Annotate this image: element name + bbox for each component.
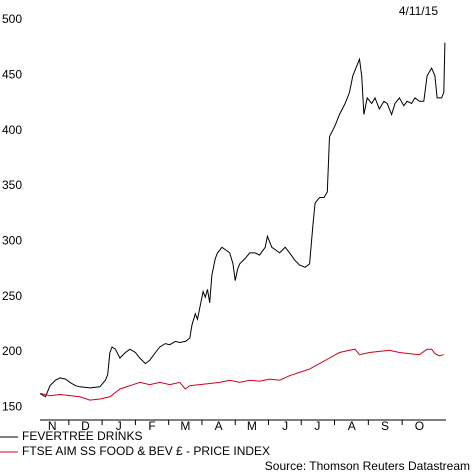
- chart-date: 4/11/15: [399, 4, 438, 18]
- y-tick-label: 500: [2, 12, 22, 26]
- x-tick-label: F: [148, 419, 155, 433]
- y-tick-label: 450: [2, 68, 22, 82]
- y-tick-label: 250: [2, 289, 22, 303]
- x-tick-label: S: [381, 419, 389, 433]
- x-tick-label: O: [415, 419, 424, 433]
- x-tick-label: J: [282, 419, 288, 433]
- y-tick-label: 400: [2, 123, 22, 137]
- x-tick-label: A: [215, 419, 223, 433]
- x-tick-label: D: [81, 419, 90, 433]
- y-tick-label: 150: [2, 400, 22, 414]
- y-tick-label: 200: [2, 344, 22, 358]
- source-note: Source: Thomson Reuters Datastream: [265, 459, 470, 473]
- legend-label: FEVERTREE DRINKS: [22, 429, 142, 443]
- x-tick-label: A: [348, 419, 356, 433]
- y-tick-label: 300: [2, 234, 22, 248]
- x-tick-label: J: [116, 419, 122, 433]
- legend-label: FTSE AIM SS FOOD & BEV £ - PRICE INDEX: [22, 444, 270, 458]
- x-tick-label: J: [314, 419, 320, 433]
- series-line: [39, 348, 444, 401]
- series-line: [39, 42, 446, 398]
- x-tick-label: M: [180, 419, 190, 433]
- x-tick-label: N: [48, 419, 57, 433]
- x-tick-label: M: [247, 419, 257, 433]
- y-tick-label: 350: [2, 178, 22, 192]
